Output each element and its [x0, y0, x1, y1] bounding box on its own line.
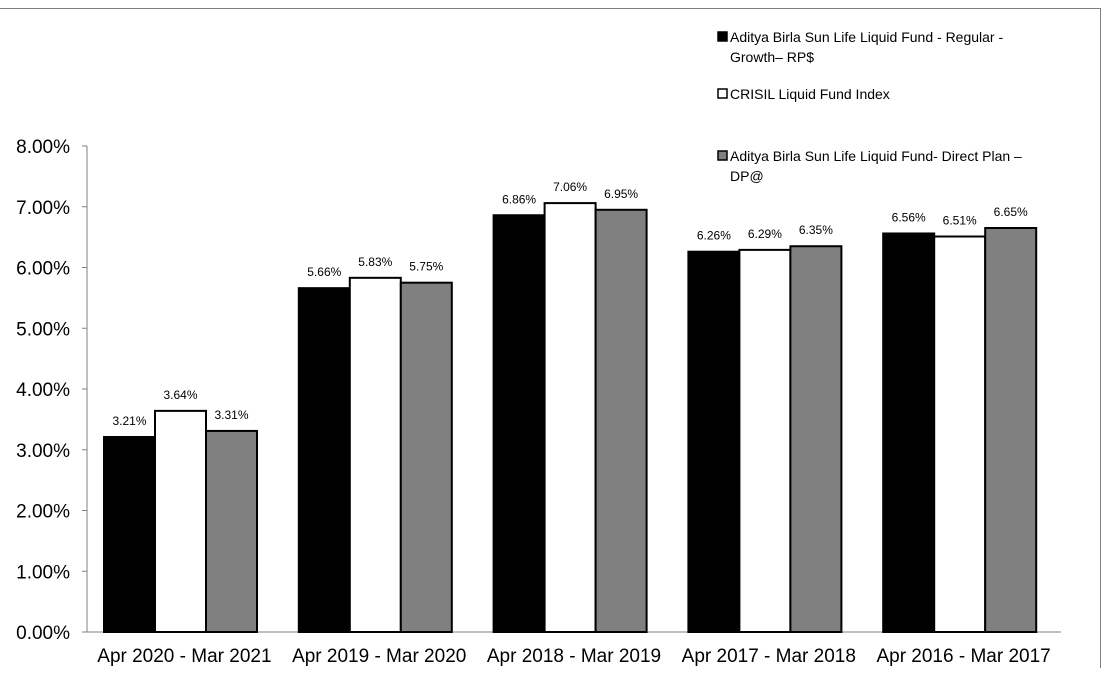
data-label: 6.29%	[748, 227, 782, 241]
data-label: 3.31%	[214, 408, 248, 422]
legend-label: Aditya Birla Sun Life Liquid Fund- Direc…	[730, 148, 1022, 164]
data-label: 6.26%	[697, 229, 731, 243]
x-axis: Apr 2020 - Mar 2021 Apr 2019 - Mar 2020 Ap…	[87, 631, 1061, 667]
x-tick-label: Apr 2019 - Mar 2020	[292, 646, 466, 667]
bar	[984, 227, 1038, 633]
data-label: 7.06%	[553, 180, 587, 194]
y-tick-label: 2.00%	[16, 502, 70, 523]
x-tick-label: Apr 2017 - Mar 2018	[682, 646, 856, 667]
data-label: 6.65%	[994, 205, 1028, 219]
y-tick-label: 8.00%	[16, 137, 70, 158]
data-label: 3.21%	[112, 414, 146, 428]
bars	[103, 202, 1038, 634]
bar	[492, 214, 546, 633]
data-label: 3.64%	[163, 388, 197, 402]
bar	[882, 232, 936, 633]
y-tick-label: 3.00%	[16, 441, 70, 462]
bar	[205, 429, 258, 634]
bar	[789, 245, 843, 634]
bar	[297, 287, 351, 633]
bar	[348, 276, 402, 633]
data-label: 6.95%	[604, 187, 638, 201]
legend-swatch	[717, 88, 728, 99]
bar	[594, 208, 648, 633]
y-tick-label: 5.00%	[16, 319, 70, 340]
frame-border-top	[0, 8, 1101, 9]
bar	[399, 281, 453, 633]
legend-swatch	[717, 150, 728, 161]
data-label: 5.66%	[307, 265, 341, 279]
data-label: 6.35%	[799, 223, 833, 237]
x-tick-label: Apr 2020 - Mar 2021	[97, 646, 271, 667]
bar	[543, 202, 597, 633]
y-axis: 0.00% 1.00% 2.00% 3.00% 4.00% 5.00% 6.00% 7.00%…	[16, 137, 88, 644]
x-tick-label: Apr 2018 - Mar 2019	[487, 646, 661, 667]
legend-label: DP@	[730, 168, 764, 184]
y-tick-label: 6.00%	[16, 259, 70, 280]
data-label: 6.51%	[943, 214, 977, 228]
y-tick-label: 0.00%	[16, 623, 70, 644]
legend-label: CRISIL Liquid Fund Index	[730, 86, 890, 102]
x-tick-label: Apr 2016 - Mar 2017	[876, 646, 1050, 667]
frame-border-right	[1100, 8, 1101, 668]
y-tick-label: 1.00%	[16, 562, 70, 583]
legend-swatch	[717, 31, 728, 42]
legend-label: Aditya Birla Sun Life Liquid Fund - Regu…	[730, 29, 1003, 45]
y-tick-label: 4.00%	[16, 380, 70, 401]
bar	[103, 435, 156, 633]
data-label: 6.56%	[892, 210, 926, 224]
bar	[687, 250, 741, 634]
bar	[933, 235, 987, 634]
data-labels: 3.21% 3.64% 3.31% 5.66% 5.83% 5.75% 6.86% 7.06%…	[112, 180, 1028, 428]
legend-label: Growth– RP$	[730, 49, 814, 65]
y-tick-label: 7.00%	[16, 198, 70, 219]
data-label: 5.75%	[409, 260, 443, 274]
bar	[154, 409, 207, 633]
data-label: 6.86%	[502, 192, 536, 206]
bar	[738, 248, 792, 633]
data-label: 5.83%	[358, 255, 392, 269]
legend: Aditya Birla Sun Life Liquid Fund - Regu…	[717, 29, 1022, 184]
